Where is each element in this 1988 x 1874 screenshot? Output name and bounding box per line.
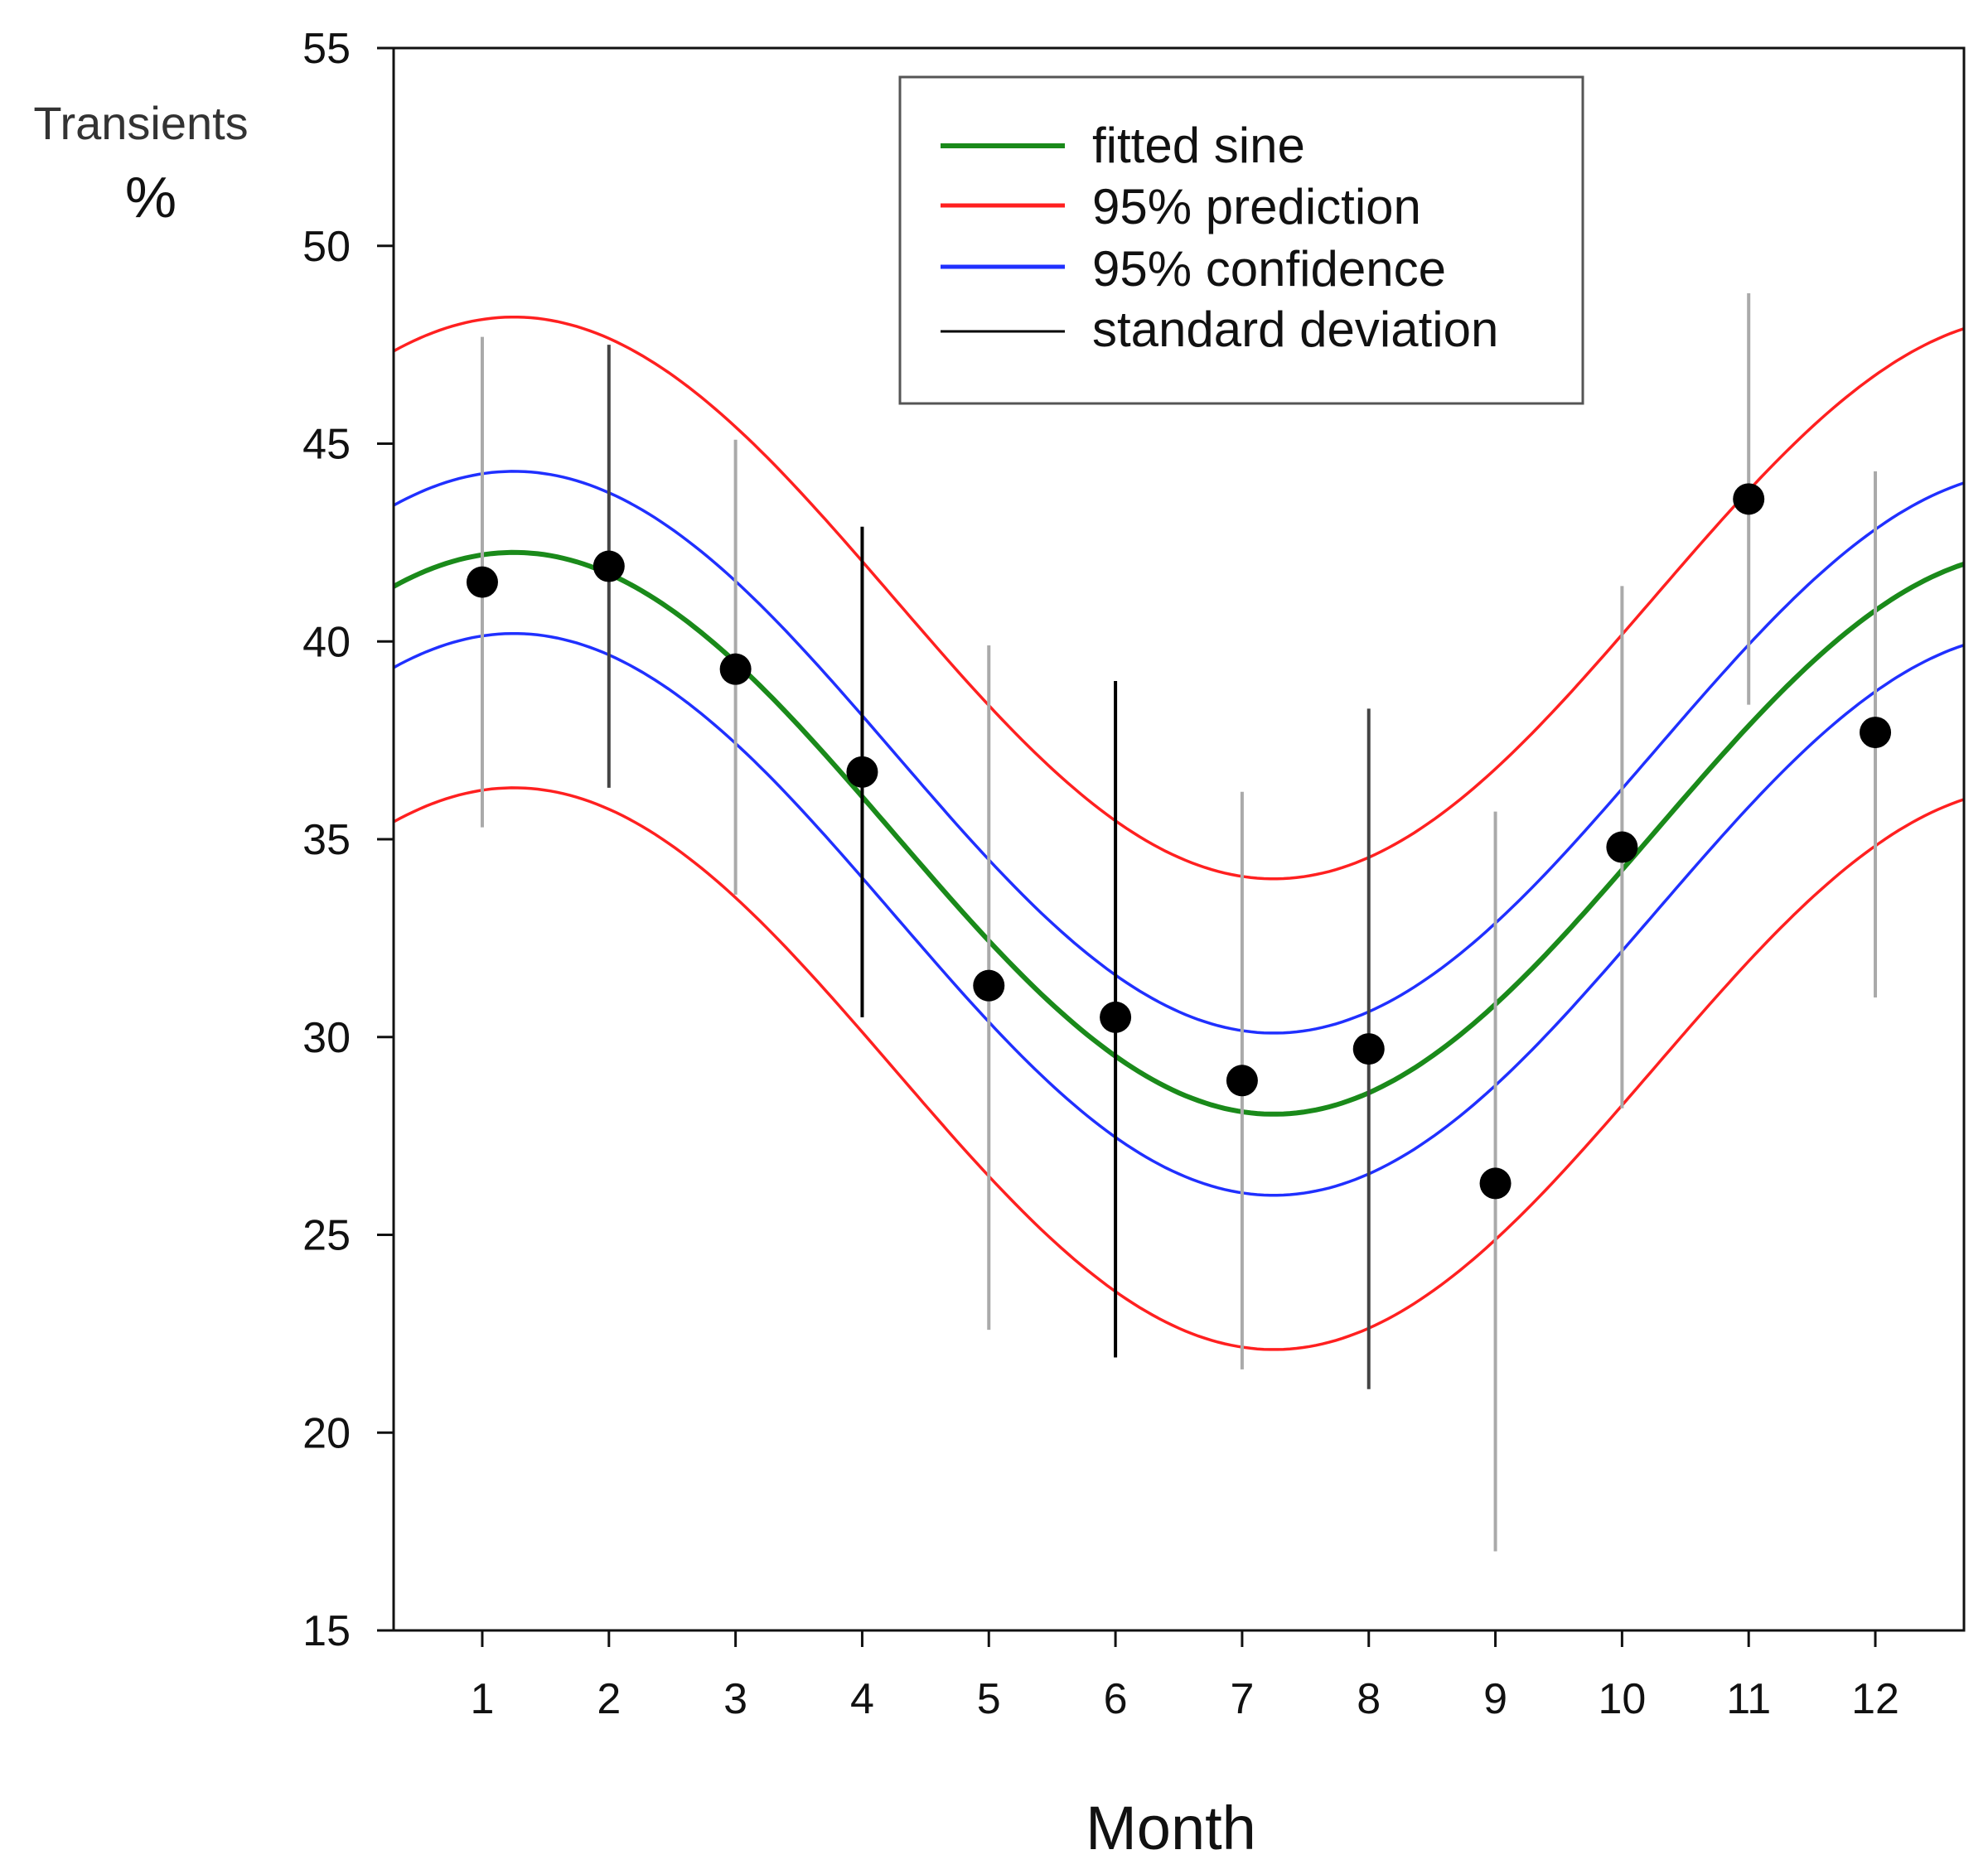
data-point-month-12	[1860, 717, 1892, 749]
data-point-month-4	[846, 756, 878, 788]
x-tick-label-11: 11	[1726, 1675, 1771, 1723]
data-point-month-1	[466, 566, 498, 598]
sd-bars	[480, 293, 1878, 1552]
x-axis: 1 2 3 4 5 6 7 8 9 10 11 12	[471, 1630, 1899, 1723]
data-point-month-9	[1479, 1167, 1512, 1200]
legend-label-95-prediction: 95% prediction	[1092, 179, 1421, 234]
x-tick-label-5: 5	[977, 1675, 1001, 1723]
y-tick-label-55: 55	[302, 25, 351, 73]
x-tick-label-2: 2	[597, 1675, 621, 1723]
y-tick-label-45: 45	[302, 421, 351, 469]
legend-label-standard-deviation: standard deviation	[1092, 302, 1498, 357]
x-tick-label-1: 1	[471, 1675, 495, 1723]
fitted-curves	[392, 315, 1965, 1351]
y-tick-label-35: 35	[302, 816, 351, 864]
y-tick-label-15: 15	[302, 1607, 351, 1655]
y-tick-label-50: 50	[302, 223, 351, 271]
fitted-sine-curve	[392, 549, 1965, 1117]
data-point-month-5	[973, 969, 1005, 1002]
legend-box	[898, 75, 1584, 405]
prediction-upper-curve	[393, 315, 1965, 881]
x-tick-label-10: 10	[1598, 1675, 1646, 1723]
data-point-month-3	[719, 653, 752, 685]
x-tick-label-4: 4	[850, 1675, 874, 1723]
confidence-upper-curve	[393, 470, 1965, 1035]
x-tick-label-3: 3	[723, 1675, 747, 1723]
x-axis-label: Month	[1086, 1794, 1256, 1862]
legend-label-fitted-sine: fitted sine	[1092, 118, 1305, 173]
data-points	[466, 483, 1892, 1200]
legend-label-95-confidence: 95% confidence	[1092, 241, 1446, 297]
y-tick-label-40: 40	[302, 618, 351, 666]
y-tick-label-20: 20	[302, 1409, 351, 1457]
data-point-month-6	[1100, 1001, 1132, 1033]
x-tick-label-12: 12	[1851, 1675, 1899, 1723]
x-tick-label-8: 8	[1357, 1675, 1381, 1723]
data-point-month-8	[1352, 1033, 1385, 1065]
x-tick-label-7: 7	[1230, 1675, 1254, 1723]
legend: fitted sine 95% prediction 95% confidenc…	[898, 75, 1584, 405]
y-axis-unit: %	[125, 165, 177, 229]
y-axis: 15 20 25 30 35 40 45 50 55	[302, 25, 394, 1655]
data-point-month-11	[1733, 483, 1765, 515]
y-axis-label: Transients	[33, 97, 248, 149]
y-tick-label-25: 25	[302, 1212, 351, 1260]
x-tick-label-9: 9	[1483, 1675, 1507, 1723]
y-tick-label-30: 30	[302, 1014, 351, 1062]
prediction-lower-curve	[393, 786, 1965, 1351]
data-point-month-2	[593, 550, 625, 582]
data-point-month-10	[1606, 831, 1638, 863]
data-point-month-7	[1226, 1065, 1258, 1097]
x-tick-label-6: 6	[1104, 1675, 1128, 1723]
confidence-lower-curve	[393, 631, 1965, 1197]
